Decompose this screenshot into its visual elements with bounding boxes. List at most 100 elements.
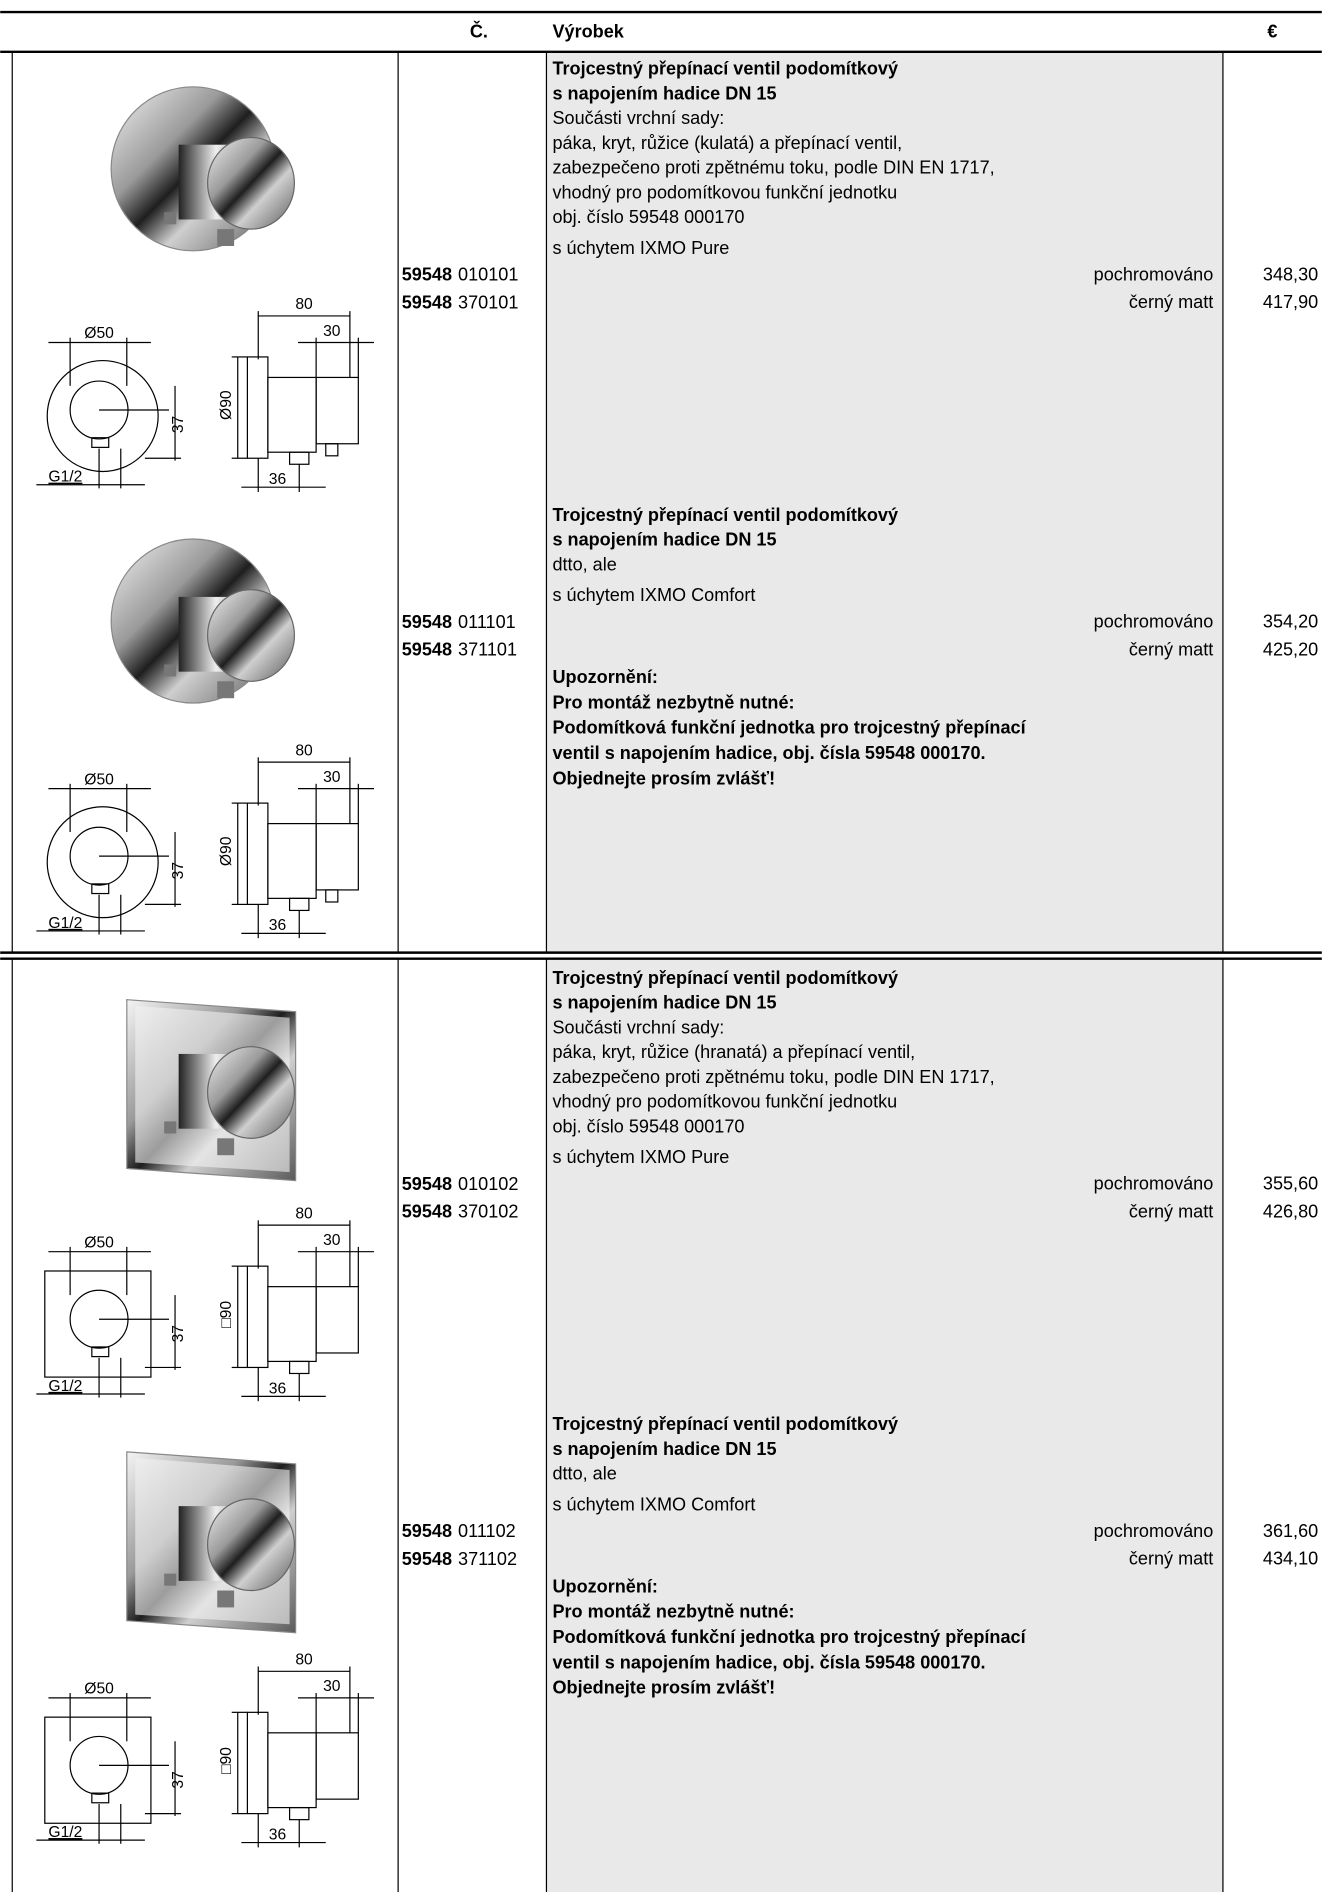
item-note: Podomítková funkční jednotka pro trojces… (552, 1627, 1026, 1647)
front-outlet (91, 437, 110, 448)
item-handle: s úchytem IXMO Comfort (552, 1494, 755, 1514)
item-handle: s úchytem IXMO Pure (552, 238, 729, 258)
dimension-label: 36 (269, 917, 287, 934)
item-note: Upozornění: (552, 1576, 657, 1596)
dimension-label: G1/2 (48, 915, 82, 932)
side-outlet (288, 1360, 310, 1375)
product-outlet (164, 1121, 177, 1134)
product-column-bg (546, 958, 1223, 1892)
front-outlet (91, 1346, 110, 1358)
price: 417,90 (1263, 292, 1318, 312)
order-code: 59548 011102 (402, 1521, 516, 1541)
front-view (44, 1716, 152, 1824)
item-description: dtto, ale (552, 1464, 616, 1484)
finish: černý matt (1129, 1549, 1213, 1569)
finish: pochromováno (1094, 612, 1214, 632)
code-suffix: 371101 (458, 639, 517, 659)
price: 425,20 (1263, 639, 1318, 659)
dimension-label: Ø90 (218, 390, 235, 420)
dimension-label: □90 (218, 1747, 235, 1774)
product-cap (206, 589, 296, 682)
item-note: Pro montáž nezbytně nutné: (552, 692, 794, 712)
price: 355,60 (1263, 1174, 1318, 1194)
dimension-label: 37 (170, 1771, 187, 1788)
product-outlet (217, 1590, 235, 1608)
side-cap (315, 1732, 359, 1800)
dimension-label: Ø50 (84, 325, 114, 342)
side-plate (246, 802, 269, 906)
order-code: 59548 370102 (402, 1201, 519, 1221)
item-description: vhodný pro podomítkovou funkční jednotku (552, 182, 897, 202)
item-description: páka, kryt, růžice (kulatá) a přepínací … (552, 133, 902, 153)
code-suffix: 370101 (458, 292, 518, 312)
product-outlet (217, 681, 235, 699)
item-title: s napojením hadice DN 15 (552, 1439, 776, 1459)
code-suffix: 371102 (458, 1549, 517, 1569)
front-view (44, 1270, 152, 1378)
item-title: Trojcestný přepínací ventil podomítkový (552, 1414, 898, 1434)
finish: pochromováno (1094, 1174, 1214, 1194)
dimension-label: 30 (323, 1678, 341, 1695)
item-description: Součásti vrchní sady: (552, 108, 724, 128)
dimension-label: 30 (323, 769, 341, 786)
code-prefix: 59548 (402, 264, 452, 284)
price: 348,30 (1263, 264, 1318, 284)
item-description: dtto, ale (552, 554, 616, 574)
item-title: s napojením hadice DN 15 (552, 530, 776, 550)
side-plate (246, 356, 269, 459)
front-outlet (91, 1792, 110, 1804)
item-note: Upozornění: (552, 667, 657, 687)
dimension-label: 30 (323, 1232, 341, 1249)
item-note: Pro montáž nezbytně nutné: (552, 1602, 794, 1622)
dimension-label: Ø90 (218, 836, 235, 866)
item-note: Podomítková funkční jednotka pro trojces… (552, 718, 1026, 738)
code-prefix: 59548 (402, 612, 452, 632)
dimension-label: G1/2 (48, 1824, 82, 1841)
code-suffix: 370102 (458, 1201, 518, 1221)
product-outlet (164, 212, 177, 225)
product-cap (206, 1498, 296, 1592)
item-note: Objednejte prosím zvlášť! (552, 768, 775, 788)
item-description: Součásti vrchní sady: (552, 1017, 724, 1037)
price: 434,10 (1263, 1549, 1318, 1569)
product-cap (206, 1046, 296, 1139)
code-prefix: 59548 (402, 1521, 452, 1541)
item-description: obj. číslo 59548 000170 (552, 1116, 744, 1136)
item-title: Trojcestný přepínací ventil podomítkový (552, 59, 898, 79)
code-suffix: 010102 (458, 1174, 518, 1194)
side-plate (246, 1265, 269, 1369)
finish: pochromováno (1094, 264, 1214, 284)
order-code: 59548 370101 (402, 292, 519, 312)
front-view (46, 806, 159, 919)
dimension-label: 36 (269, 1826, 287, 1843)
item-description: vhodný pro podomítkovou funkční jednotku (552, 1092, 897, 1112)
side-cap (315, 823, 359, 891)
order-code: 59548 371101 (402, 639, 517, 659)
code-prefix: 59548 (402, 1201, 452, 1221)
dimension-label: 80 (295, 1205, 313, 1222)
side-outlet2 (325, 889, 339, 903)
side-plate (246, 1711, 269, 1815)
order-code: 59548 011101 (402, 612, 516, 632)
dimension-label: Ø50 (84, 1681, 114, 1698)
dimension-label: 37 (170, 1325, 187, 1342)
side-cap (315, 1286, 359, 1354)
item-title: Trojcestný přepínací ventil podomítkový (552, 505, 898, 525)
code-prefix: 59548 (402, 1549, 452, 1569)
front-view (46, 359, 159, 473)
product-outlet (217, 1138, 235, 1156)
side-cap (315, 376, 359, 445)
product-outlet (217, 229, 235, 246)
item-title: s napojením hadice DN 15 (552, 83, 776, 103)
finish: pochromováno (1094, 1521, 1214, 1541)
dimension-label: Ø50 (84, 771, 114, 788)
finish: černý matt (1129, 1201, 1213, 1221)
front-outlet (91, 883, 110, 895)
dimension-label: 30 (323, 323, 341, 340)
price: 426,80 (1263, 1201, 1318, 1221)
product-outlet (164, 1573, 177, 1586)
side-outlet (288, 897, 310, 912)
header-price: € (1267, 21, 1277, 41)
